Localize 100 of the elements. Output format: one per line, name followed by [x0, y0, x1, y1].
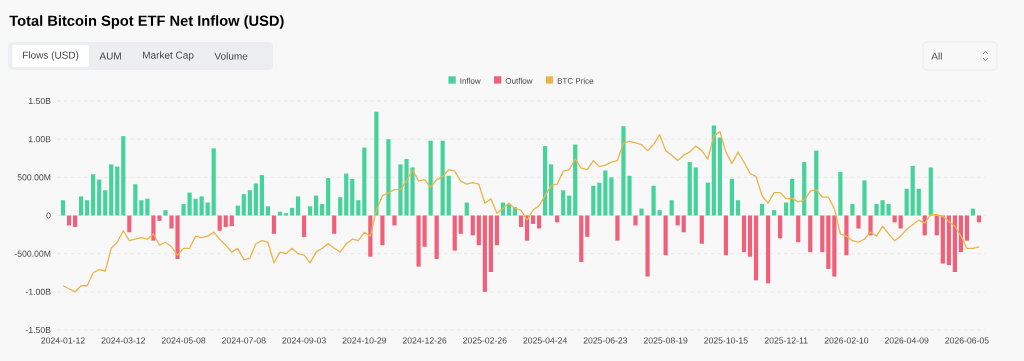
x-tick-label: 2024-10-29: [342, 337, 387, 344]
legend-label: Inflow: [460, 77, 481, 84]
bar: [253, 183, 258, 216]
bar: [729, 178, 735, 216]
x-tick-label: 2026-06-05: [945, 337, 989, 344]
bar: [530, 215, 536, 224]
x-tick-label: 2025-02-26: [463, 337, 507, 344]
bar: [332, 215, 337, 234]
bar: [747, 215, 753, 257]
bar: [488, 215, 493, 272]
bar: [362, 147, 367, 216]
bar: [374, 111, 379, 216]
bar: [482, 215, 487, 292]
bar: [657, 210, 662, 216]
bar: [663, 215, 668, 256]
text: Volume: [214, 52, 248, 60]
bar: [693, 167, 698, 216]
x-tick-label: 2026-02-10: [824, 337, 869, 344]
bar: [199, 196, 204, 216]
bar: [735, 200, 741, 216]
bar: [428, 140, 433, 216]
x-tick-label: 2024-12-26: [402, 337, 447, 344]
bar: [277, 211, 283, 216]
bar: [217, 215, 222, 231]
bar: [289, 207, 295, 216]
bar: [60, 200, 66, 216]
bar: [856, 215, 861, 229]
x-tick-label: 2025-12-11: [764, 337, 808, 344]
bar: [567, 195, 572, 216]
x-tick-label: 2025-04-24: [523, 337, 568, 344]
bar: [79, 196, 84, 216]
bar: [518, 215, 524, 227]
bar: [633, 215, 638, 226]
bar: [470, 215, 475, 236]
x-tick-label: 2024-05-08: [161, 337, 206, 344]
bar: [796, 215, 801, 243]
x-tick-label: 2024-07-08: [222, 337, 266, 344]
bar: [314, 195, 319, 216]
bar: [790, 178, 795, 216]
bar: [561, 190, 566, 216]
bar: [326, 178, 331, 216]
bar: [609, 177, 614, 216]
bar: [350, 178, 355, 216]
bar: [723, 215, 728, 256]
bar: [265, 206, 271, 216]
bar: [964, 215, 970, 241]
text: All: [931, 52, 942, 60]
bar: [778, 215, 783, 239]
bar: [753, 215, 759, 281]
bar: [295, 196, 301, 216]
x-tick-label: 2025-06-23: [583, 337, 628, 344]
bar: [241, 194, 246, 216]
bar: [934, 215, 939, 236]
bar: [832, 215, 837, 277]
bar: [910, 165, 915, 216]
bar: [603, 170, 608, 216]
bar: [862, 180, 867, 216]
bar: [639, 208, 644, 216]
bar: [494, 215, 499, 246]
bar: [699, 215, 704, 244]
bar: [814, 150, 819, 216]
bar: [711, 125, 716, 216]
bar: [597, 182, 602, 216]
bar: [970, 208, 976, 216]
bar: [591, 185, 596, 216]
bar: [940, 215, 945, 264]
bar: [784, 202, 789, 216]
bar: [193, 198, 198, 216]
bar: [440, 140, 445, 216]
bar: [103, 190, 108, 216]
bar: [464, 202, 469, 216]
bar: [91, 174, 96, 216]
bar: [386, 139, 391, 216]
bar: [145, 198, 150, 216]
bar: [380, 215, 385, 246]
bar: [434, 215, 439, 260]
y-tick-label: -1.50B: [25, 326, 51, 334]
bar: [868, 215, 873, 236]
bar: [808, 215, 813, 253]
bar: [952, 215, 957, 272]
bar: [476, 215, 481, 246]
bar: [72, 215, 78, 227]
bar: [109, 164, 114, 216]
bar: [645, 215, 650, 277]
bar: [506, 204, 512, 216]
chart-title: Total Bitcoin Spot ETF Net Inflow (USD): [9, 15, 284, 29]
bar: [344, 173, 349, 216]
bar: [844, 215, 849, 256]
x-tick-label: 2024-09-03: [282, 337, 326, 344]
bar: [392, 215, 397, 226]
y-tick-label: -1.00B: [25, 288, 51, 295]
bar: [741, 215, 747, 253]
bar: [301, 215, 307, 237]
bar: [717, 137, 722, 216]
bar: [133, 184, 138, 216]
bar: [820, 215, 825, 253]
x-tick-label: 2025-08-19: [643, 337, 688, 344]
bar: [211, 148, 216, 216]
y-tick-label: 500.00M: [17, 174, 51, 181]
legend-label: BTC Price: [557, 77, 594, 84]
